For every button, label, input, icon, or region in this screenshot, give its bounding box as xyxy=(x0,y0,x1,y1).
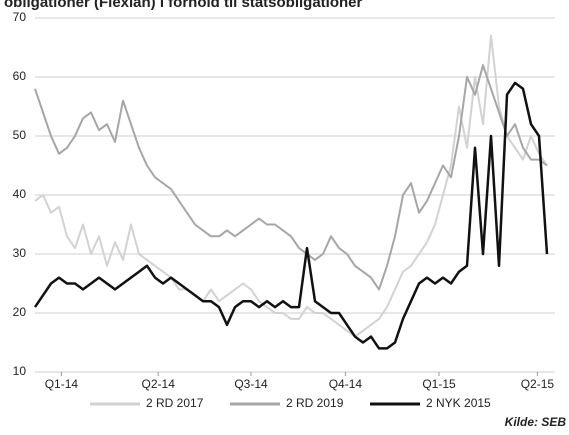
legend-label: 2 RD 2017 xyxy=(146,396,204,410)
y-tick-label: 20 xyxy=(13,305,27,319)
chart-title: obligationer (Flexlån) i forhold til sta… xyxy=(4,0,363,11)
source: Kilde: SEB xyxy=(505,415,567,429)
y-tick-label: 70 xyxy=(13,10,27,24)
x-tick-label: Q1-14 xyxy=(45,377,79,391)
x-tick-label: Q3-14 xyxy=(234,377,268,391)
series-line xyxy=(33,81,549,350)
x-tick-label: Q1-15 xyxy=(422,377,456,391)
legend-label: 2 NYK 2015 xyxy=(426,396,491,410)
y-tick-label: 40 xyxy=(13,187,27,201)
y-tick-label: 50 xyxy=(13,128,27,142)
y-tick-label: 30 xyxy=(13,246,27,260)
x-tick-label: Q2-14 xyxy=(142,377,176,391)
series-line xyxy=(34,34,548,338)
y-tick-label: 60 xyxy=(13,69,27,83)
x-tick-label: Q4-14 xyxy=(329,377,363,391)
series-line xyxy=(34,64,548,291)
x-tick-label: Q2-15 xyxy=(521,377,555,391)
y-tick-label: 10 xyxy=(13,364,27,378)
legend-label: 2 RD 2019 xyxy=(286,396,344,410)
